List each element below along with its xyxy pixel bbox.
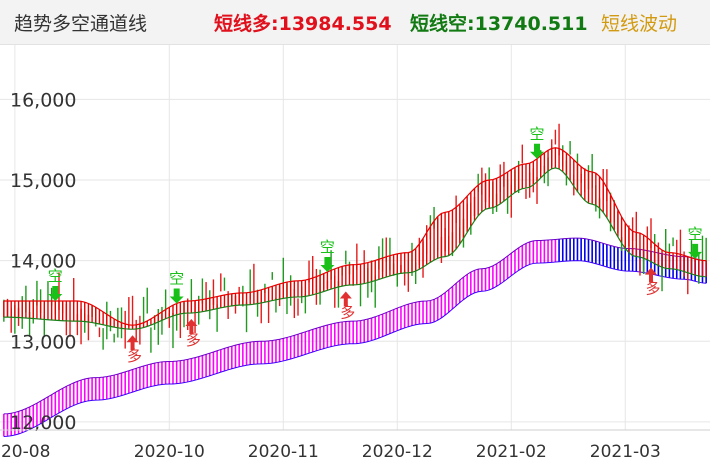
- x-tick-label: 2020-12: [362, 442, 433, 462]
- chart-grid: [0, 45, 710, 430]
- indicator-title: 趋势多空通道线: [14, 13, 148, 35]
- x-tick-label: 2020-11: [248, 442, 319, 462]
- chart-axes: 12,000 13,000 14,000 15,000 16,000 2020-08 202…: [0, 89, 710, 462]
- long-line-value: 短线多:13984.554: [214, 13, 392, 35]
- indicator-header: 趋势多空通道线 短线多:13984.554 短线空:13740.511 短线波动: [0, 0, 710, 45]
- sell-arrow-icon: [169, 288, 184, 304]
- sell-signal-label: 空: [48, 267, 63, 285]
- buy-arrow-icon: [185, 318, 198, 334]
- short-line: [3, 167, 707, 330]
- buy-signal-label: 多: [186, 331, 201, 349]
- wave-label[interactable]: 短线波动: [601, 13, 678, 35]
- buy-arrow-icon: [126, 335, 139, 351]
- y-tick-label: 13,000: [10, 331, 76, 353]
- long-line: [3, 147, 707, 326]
- buy-signal-label: 多: [340, 303, 355, 321]
- sell-signal-label: 空: [688, 225, 703, 243]
- y-tick-label: 15,000: [10, 170, 76, 192]
- sell-arrow-icon: [320, 256, 335, 272]
- y-tick-label: 16,000: [10, 89, 76, 111]
- short-line-value: 短线空:13740.511: [410, 13, 588, 35]
- channel-lower-line: [3, 260, 707, 437]
- sell-signal-label: 空: [320, 238, 335, 256]
- sell-arrow-icon: [530, 143, 545, 159]
- x-tick-label: 2020-08: [0, 442, 50, 462]
- sell-signal-label: 空: [530, 125, 545, 143]
- sell-arrow-icon: [688, 243, 703, 259]
- x-tick-label: 2021-03: [590, 442, 661, 462]
- buy-arrow-icon: [645, 267, 658, 283]
- channel-upper-line: [3, 237, 707, 415]
- x-tick-label: 2020-10: [134, 442, 205, 462]
- y-tick-label: 14,000: [10, 251, 76, 273]
- buy-arrow-icon: [339, 291, 352, 307]
- trend-channel: [3, 237, 707, 437]
- sell-arrow-icon: [48, 285, 63, 301]
- y-tick-label: 12,000: [10, 412, 76, 434]
- sell-signal-label: 空: [169, 269, 184, 287]
- buy-signal-label: 多: [645, 280, 660, 298]
- x-tick-label: 2021-02: [476, 442, 547, 462]
- long-short-band: [3, 147, 707, 330]
- buy-signal-label: 多: [127, 347, 142, 365]
